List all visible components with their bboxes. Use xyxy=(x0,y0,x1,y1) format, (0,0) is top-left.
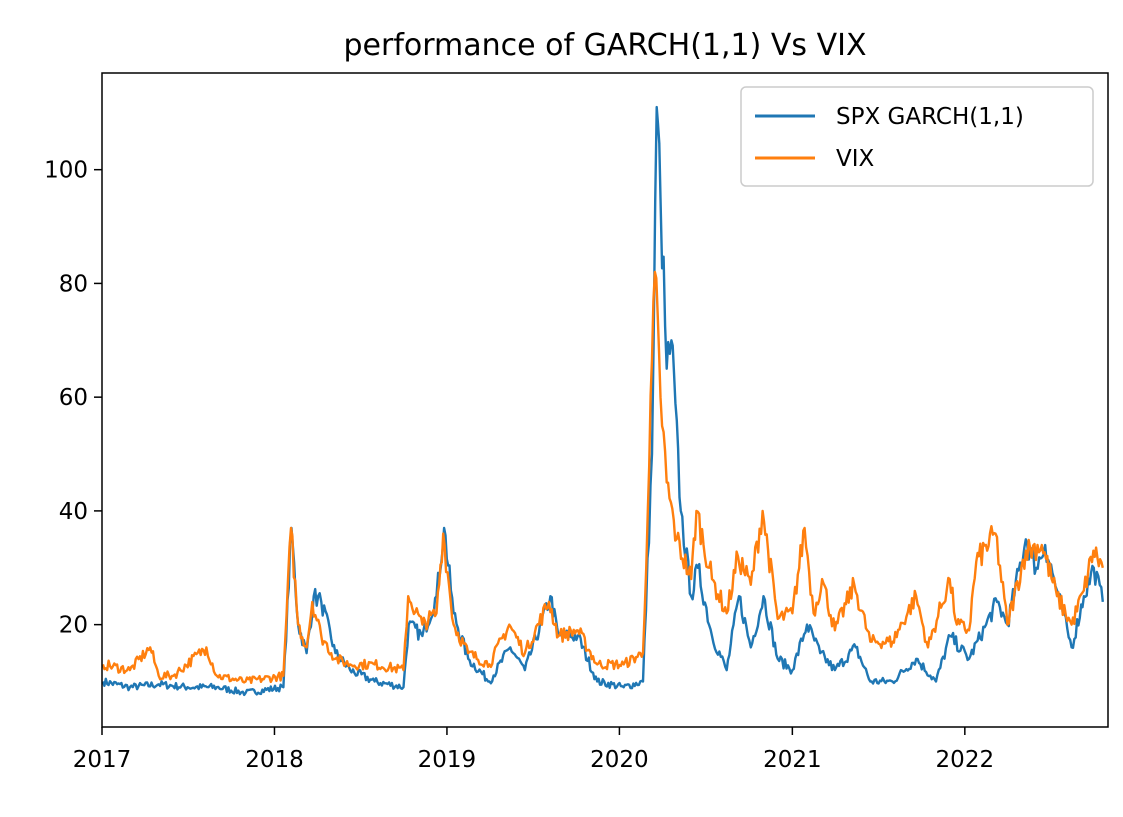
chart-title: performance of GARCH(1,1) Vs VIX xyxy=(343,28,866,63)
y-axis: 20 40 60 80 100 xyxy=(44,158,102,639)
x-axis: 2017 2018 2019 2020 2021 2022 xyxy=(73,727,994,773)
y-tick-label: 20 xyxy=(59,613,88,639)
y-tick-label: 80 xyxy=(59,271,88,297)
legend-label-vix: VIX xyxy=(836,146,875,172)
legend: SPX GARCH(1,1) VIX xyxy=(740,86,1094,187)
x-tick-label: 2020 xyxy=(590,747,649,773)
plot-area xyxy=(101,105,1104,697)
legend-label-garch: SPX GARCH(1,1) xyxy=(836,104,1024,130)
y-tick-label: 60 xyxy=(59,385,88,411)
x-tick-label: 2019 xyxy=(418,747,477,773)
series-line-garch xyxy=(101,105,1104,697)
x-tick-label: 2017 xyxy=(73,747,132,773)
x-tick-label: 2021 xyxy=(763,747,822,773)
series-line-vix xyxy=(101,270,1104,684)
x-tick-label: 2022 xyxy=(936,747,995,773)
y-tick-label: 100 xyxy=(44,158,88,184)
y-tick-label: 40 xyxy=(59,499,88,525)
x-tick-label: 2018 xyxy=(245,747,304,773)
legend-box xyxy=(740,86,1094,187)
plot-frame xyxy=(101,72,1109,728)
